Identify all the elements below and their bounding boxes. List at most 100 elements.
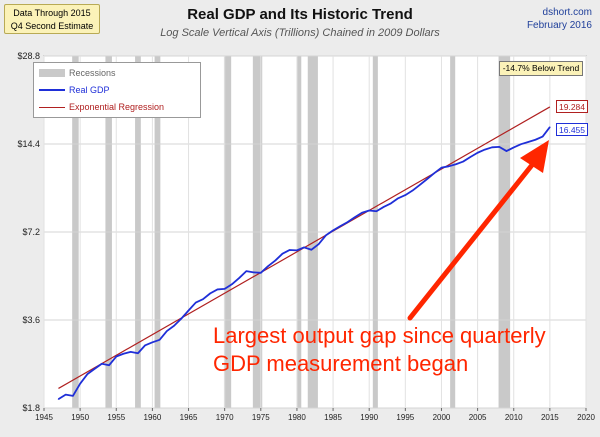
- arrow-head: [520, 140, 549, 173]
- gdp-point: [520, 143, 522, 145]
- x-tick-label: 2000: [433, 413, 451, 422]
- x-tick-label: 2015: [541, 413, 559, 422]
- gdp-point: [65, 394, 67, 396]
- gdp-point: [209, 292, 211, 294]
- gdp-point: [108, 364, 110, 366]
- gdp-end-label: 16.455: [556, 123, 588, 136]
- below-trend-badge: -14.7% Below Trend: [499, 61, 583, 76]
- gdp-point: [296, 249, 298, 251]
- gdp-point: [260, 272, 262, 274]
- gdp-point: [122, 353, 125, 355]
- x-tick-label: 1990: [360, 413, 378, 422]
- x-tick-label: 1970: [216, 413, 234, 422]
- gdp-point: [397, 197, 399, 199]
- legend-label-real-gdp: Real GDP: [69, 85, 110, 95]
- gdp-point: [151, 341, 153, 343]
- gdp-point: [79, 383, 81, 385]
- x-tick-label: 1950: [71, 413, 89, 422]
- gdp-point: [238, 277, 240, 279]
- source-credit: dshort.com February 2016: [527, 6, 592, 32]
- chart-legend: Recessions Real GDP Exponential Regressi…: [33, 62, 201, 118]
- chart-subtitle: Log Scale Vertical Axis (Trillions) Chai…: [160, 27, 440, 39]
- trend-end-label: 19.284: [556, 100, 588, 113]
- gdp-point: [57, 398, 60, 400]
- annotation-line-2: GDP measurement began: [213, 351, 469, 376]
- gdp-point: [527, 141, 529, 143]
- gdp-point: [137, 352, 139, 354]
- y-tick-label: $14.4: [17, 139, 40, 149]
- gdp-point: [274, 259, 276, 262]
- gdp-point: [354, 216, 356, 218]
- gdp-point: [534, 139, 537, 141]
- gdp-point: [368, 209, 370, 212]
- gdp-point: [477, 152, 479, 154]
- gdp-point: [303, 246, 305, 248]
- x-tick-label: 2010: [505, 413, 523, 422]
- gdp-swatch: [39, 89, 65, 91]
- trend-swatch: [39, 106, 65, 108]
- gdp-point: [411, 189, 414, 192]
- note-line-2: Q4 Second Estimate: [10, 21, 94, 31]
- output-gap-annotation: Largest output gap since quarterly GDP m…: [213, 322, 546, 378]
- data-through-note: Data Through 2015 Q4 Second Estimate: [4, 4, 100, 34]
- x-tick-label: 1975: [252, 413, 270, 422]
- gdp-point: [484, 148, 486, 151]
- gdp-point: [542, 135, 544, 138]
- gdp-point: [440, 167, 443, 169]
- source-site: dshort.com: [542, 7, 592, 18]
- legend-label-regression: Exponential Regression: [69, 102, 165, 112]
- legend-label-recessions: Recessions: [69, 68, 116, 78]
- x-tick-label: 2020: [577, 413, 595, 422]
- legend-item-recessions: Recessions: [39, 67, 116, 79]
- gdp-point: [231, 283, 233, 285]
- gdp-point: [245, 270, 247, 272]
- gdp-point: [166, 330, 168, 332]
- gdp-point: [101, 363, 103, 365]
- gdp-point: [426, 178, 428, 180]
- gdp-point: [498, 146, 500, 148]
- gdp-point: [159, 339, 161, 341]
- gdp-point: [462, 160, 464, 163]
- gdp-point: [86, 373, 88, 375]
- gdp-point: [325, 234, 327, 236]
- gdp-point: [404, 194, 406, 196]
- gdp-point: [433, 172, 435, 174]
- gdp-point: [187, 309, 190, 312]
- source-date: February 2016: [526, 20, 592, 31]
- gdp-point: [390, 202, 392, 204]
- gdp-point: [72, 395, 74, 397]
- gdp-point: [252, 271, 255, 273]
- gdp-point: [346, 221, 349, 223]
- x-tick-label: 1945: [35, 413, 53, 422]
- recession-swatch: [39, 69, 65, 77]
- x-tick-label: 1955: [107, 413, 125, 422]
- gdp-point: [267, 265, 269, 267]
- gdp-point: [491, 146, 493, 148]
- y-tick-label: $7.2: [22, 227, 40, 237]
- gdp-point: [419, 184, 421, 186]
- x-tick-label: 2005: [469, 413, 487, 422]
- gdp-point: [289, 249, 291, 251]
- legend-item-regression: Exponential Regression: [39, 101, 164, 113]
- gdp-point: [224, 288, 226, 290]
- gdp-point: [448, 165, 450, 167]
- gdp-point: [195, 301, 197, 304]
- gdp-point: [144, 344, 146, 346]
- annotation-line-1: Largest output gap since quarterly: [213, 323, 546, 348]
- gdp-point: [115, 355, 117, 358]
- gdp-point: [173, 325, 175, 327]
- legend-item-real-gdp: Real GDP: [39, 84, 110, 96]
- y-tick-label: $1.8: [22, 403, 40, 413]
- x-tick-label: 1960: [144, 413, 162, 422]
- gdp-point: [383, 206, 385, 208]
- gdp-point: [339, 225, 341, 227]
- gdp-point: [361, 212, 363, 214]
- gdp-point: [455, 163, 457, 165]
- x-tick-label: 1995: [396, 413, 414, 422]
- gdp-point: [549, 126, 551, 128]
- gdp-point: [216, 288, 219, 291]
- chart-title: Real GDP and Its Historic Trend: [187, 6, 413, 23]
- y-tick-label: $28.8: [17, 51, 40, 61]
- gdp-point: [93, 368, 96, 370]
